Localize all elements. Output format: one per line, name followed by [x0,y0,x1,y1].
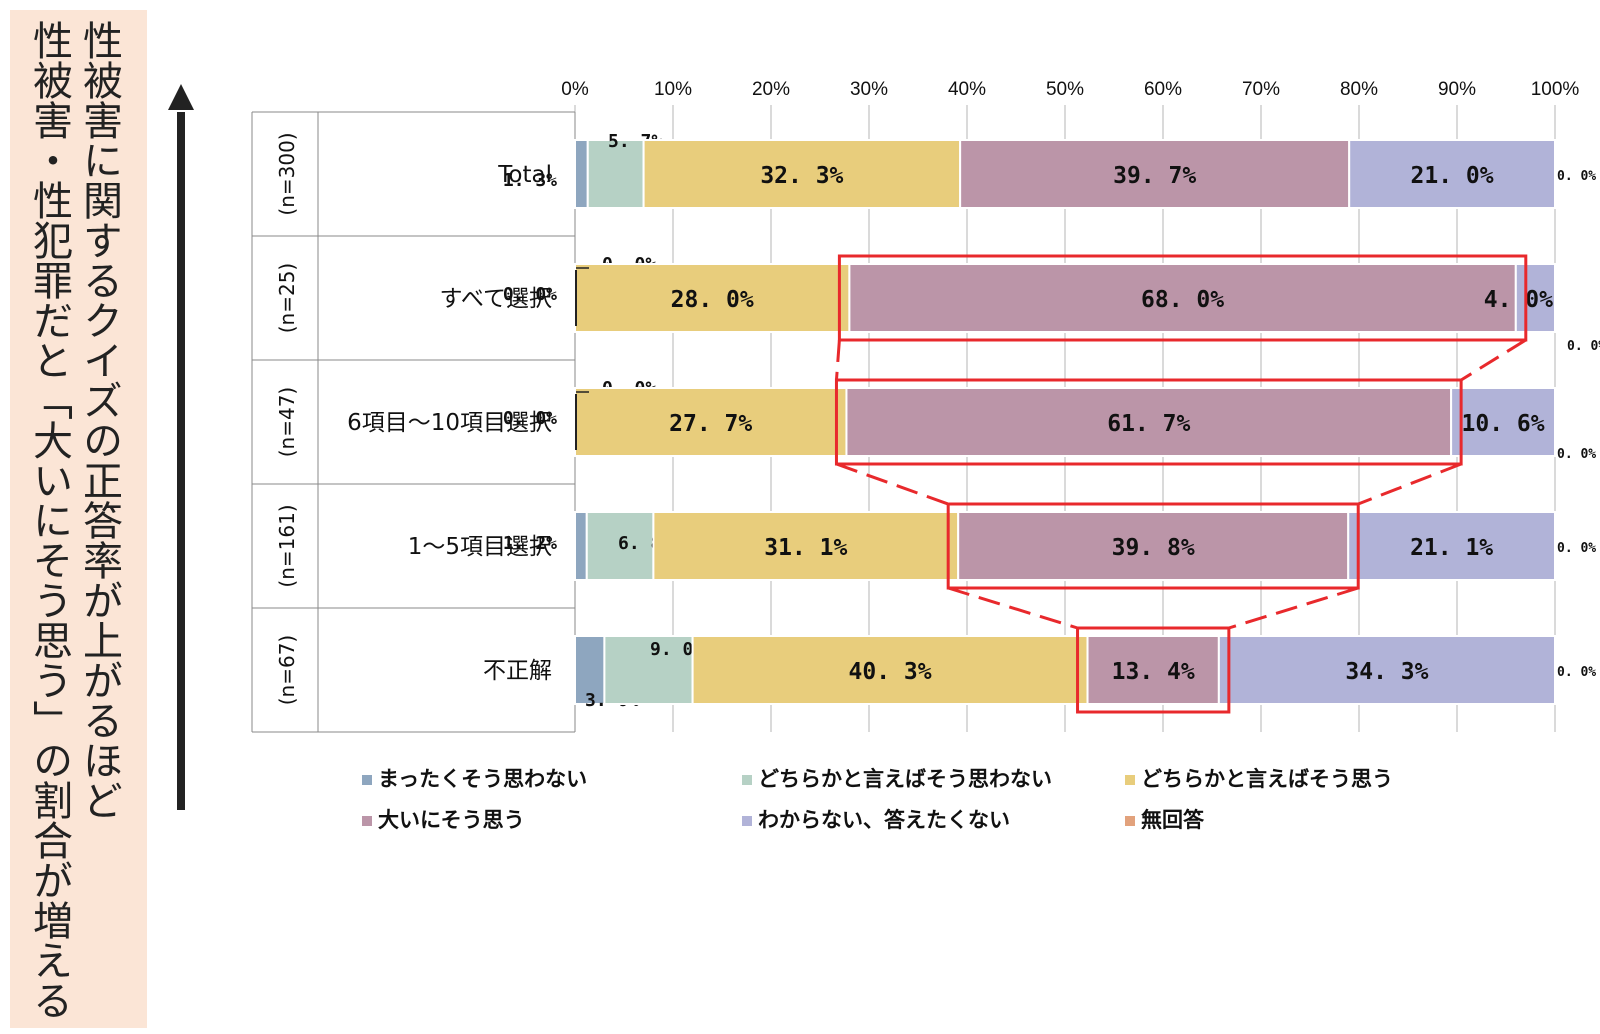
x-tick-label: 70% [1242,79,1280,100]
side-panel-caption: 性被害に関するクイズの正答率が上がるほど 性被害・性犯罪だと「大いにそう思う」の… [26,20,122,1020]
legend-swatch [742,775,752,785]
data-label: 4. 0% [1484,287,1553,313]
data-label: 27. 7% [669,411,752,437]
highlight-box [837,254,1528,342]
data-label: 21. 0% [1411,163,1494,189]
side-panel: 性被害に関するクイズの正答率が上がるほど 性被害・性犯罪だと「大いにそう思う」の… [10,10,147,1028]
category-label: すべて選択 [440,286,552,312]
category-label: 1～5項目選択 [408,534,552,560]
data-label: 0. 0% [503,408,557,429]
legend-label: どちらかと言えばそう思わない [758,767,1052,791]
legend-swatch [1125,816,1135,826]
x-tick-label: 20% [752,79,790,100]
bar-segment [1348,139,1556,209]
data-label: 0. 0% [1557,541,1596,556]
bar-segment [1450,387,1556,457]
category-label: 不正解 [483,658,552,684]
bar-segment [574,635,606,705]
dashed-connector [1357,462,1462,506]
data-label: 34. 3% [1345,659,1428,685]
data-label: 40. 3% [849,659,932,685]
data-label: 28. 0% [671,287,754,313]
bar-segment [603,635,694,705]
data-label: 1. 3% [503,170,557,191]
bar-segment [957,511,1350,581]
data-label: 21. 1% [1410,535,1493,561]
legend-swatch [1125,775,1135,785]
data-label: 0. 0% [1557,447,1596,462]
legend-label: まったくそう思わない [378,767,587,791]
legend-label: わからない、答えたくない [758,808,1010,832]
data-label: 0. 0% [1557,169,1596,184]
x-tick-label: 60% [1144,79,1182,100]
arrow-head [168,84,194,110]
bar-segment [691,635,1089,705]
n-label: (n=67) [275,635,299,706]
bar-segment [652,511,960,581]
x-tick-label: 0% [561,79,589,100]
legend-swatch [362,816,372,826]
dashed-connector [1228,586,1359,630]
data-label: 39. 8% [1112,535,1195,561]
data-label: 39. 7% [1113,163,1196,189]
x-tick-label: 40% [948,79,986,100]
n-label: (n=47) [275,387,299,458]
x-tick-label: 50% [1046,79,1084,100]
n-label: (n=161) [275,504,299,587]
n-label: (n=25) [275,263,299,334]
bar-segment [574,511,588,581]
legend-swatch [742,816,752,826]
bar-segment [642,139,962,209]
data-label: 1. 2% [503,533,557,554]
bar-segment [1217,635,1556,705]
dashed-connector [835,462,949,506]
category-label: 6項目～10項目選択 [347,410,552,436]
dashed-connector [947,586,1078,630]
category-label: Total [497,162,552,188]
data-label: 32. 3% [760,163,843,189]
x-tick-label: 30% [850,79,888,100]
data-label: 31. 1% [764,535,847,561]
highlight-box [946,502,1360,590]
bar-segment [585,511,655,581]
n-label: (n=300) [275,132,299,215]
data-label: 68. 0% [1141,287,1224,313]
highlight-box [834,378,1463,466]
legend-label: どちらかと言えばそう思う [1141,767,1393,791]
x-tick-label: 80% [1340,79,1378,100]
bar-segment [848,263,1517,333]
dashed-connector [1460,338,1527,382]
data-label: 10. 6% [1462,411,1545,437]
x-tick-label: 10% [654,79,692,100]
x-tick-label: 90% [1438,79,1476,100]
x-tick-label: 100% [1531,79,1580,100]
legend-label: 無回答 [1141,808,1205,832]
dashed-connector [834,339,841,381]
bar-segment [574,139,589,209]
data-label: 61. 7% [1107,411,1190,437]
bar-segment [1347,511,1556,581]
data-label: 0. 0% [1567,339,1600,354]
bar-segment [845,387,1453,457]
bar-segment [574,387,848,457]
legend-swatch [362,775,372,785]
data-label: 0. 0% [503,284,557,305]
data-label: 9. 0% [650,639,704,660]
data-label: 13. 4% [1112,659,1195,685]
highlight-box [1076,626,1231,714]
data-label: 0. 0% [1557,665,1596,680]
bar-segment [1514,263,1557,333]
legend-label: 大いにそう思う [378,808,525,832]
